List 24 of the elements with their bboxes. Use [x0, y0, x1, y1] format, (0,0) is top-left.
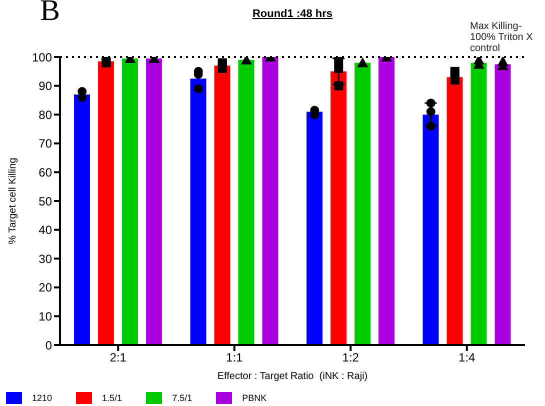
y-tick-label: 40 — [38, 223, 52, 238]
text: B — [40, 0, 60, 28]
legend-label: PBNK — [242, 393, 267, 403]
y-tick-label: 100 — [32, 50, 52, 64]
legend-label: 1210 — [32, 393, 52, 403]
y-tick-label: 20 — [38, 280, 52, 295]
x-tick-label: 1:4 — [458, 350, 476, 365]
ref-line-label: Max Killing-100% Triton X control — [470, 21, 534, 54]
y-tick-label: 60 — [38, 165, 52, 180]
chart-title: Round1 :48 hrs — [251, 8, 334, 20]
x-tick-label: 1:1 — [226, 350, 244, 365]
y-tick-label: 90 — [38, 79, 52, 94]
legend-label: 1.5/1 — [102, 393, 122, 403]
x-tick-label: 1:2 — [342, 350, 360, 365]
y-tick-label: 70 — [38, 136, 52, 151]
y-tick-label: 50 — [38, 194, 52, 208]
legend-label: 7.5/1 — [172, 393, 192, 403]
y-tick-label: 0 — [45, 338, 52, 352]
y-tick-label: 10 — [38, 309, 52, 324]
x-axis-title: Effector : Target Ratio (iNK : Raji) — [216, 371, 369, 382]
x-tick-label: 2:1 — [110, 350, 127, 365]
y-axis-title: % Target cell Killing — [8, 158, 19, 244]
y-tick-label: 30 — [38, 252, 52, 266]
y-tick-label: 80 — [38, 108, 52, 122]
